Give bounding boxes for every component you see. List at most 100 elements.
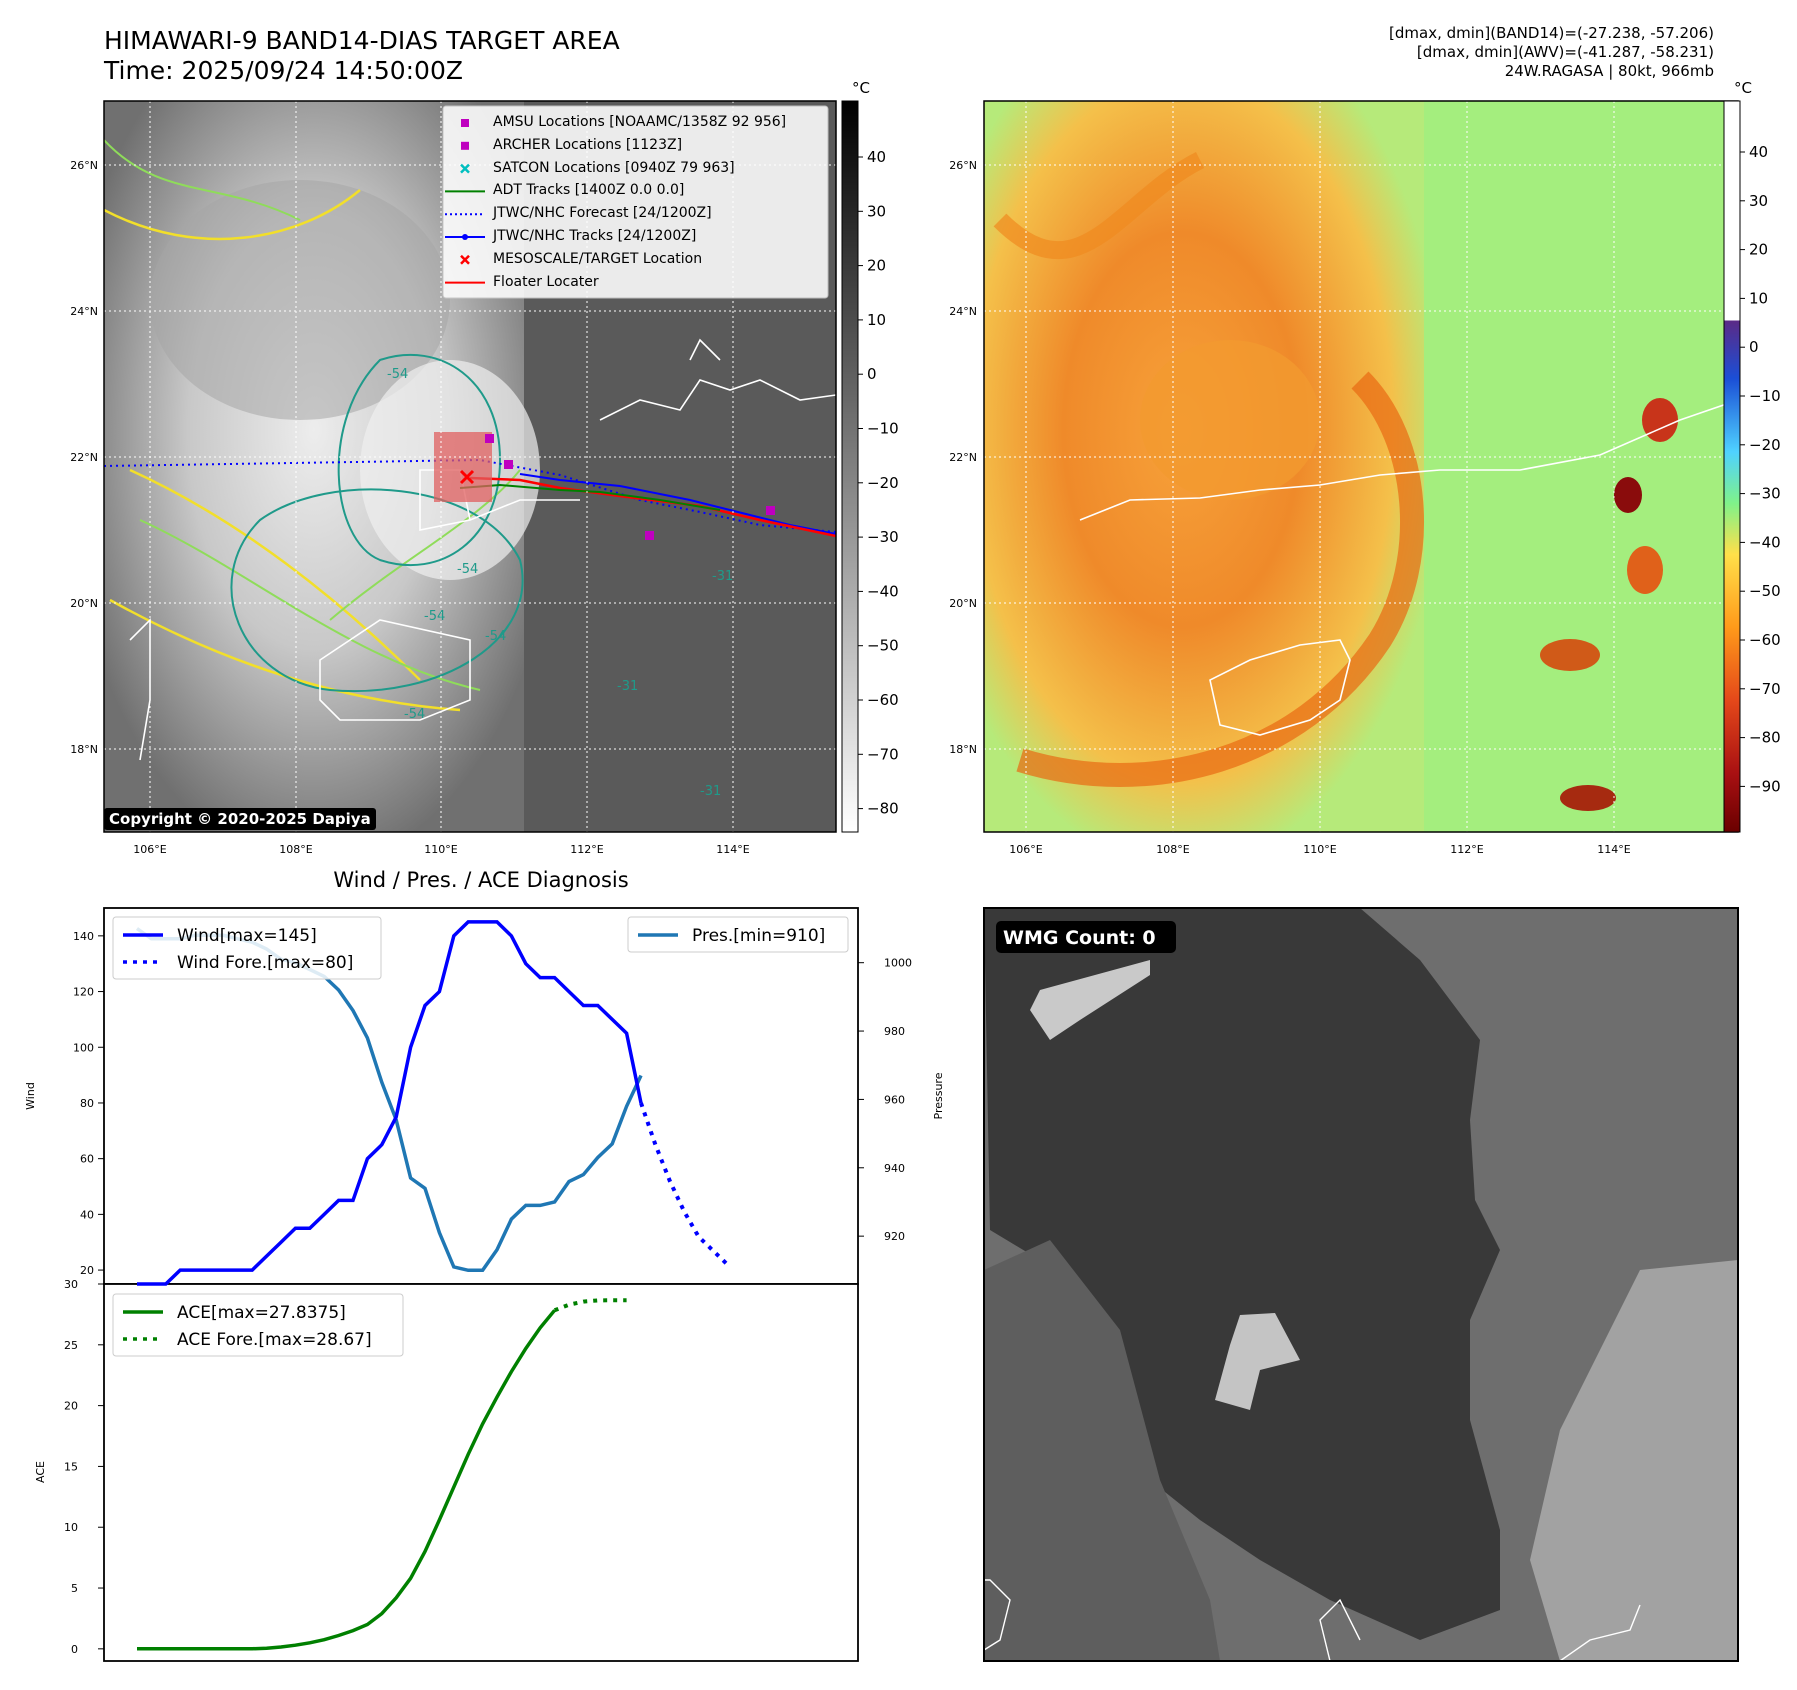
contour-label: -31 (617, 679, 638, 694)
title-line-2: Time: 2025/09/24 14:50:00Z (104, 56, 463, 85)
chart-legend-label: Wind[max=145] (177, 926, 317, 946)
lon-label: 114°E (716, 843, 749, 856)
lat-label: 26°N (70, 159, 98, 172)
colorbar-tick-label: −30 (1749, 485, 1781, 503)
left-legend-box (442, 105, 829, 299)
left-target-box (434, 432, 492, 502)
legend-marker (462, 234, 468, 240)
lat-label: 18°N (949, 743, 977, 756)
contour-label: -31 (712, 569, 733, 584)
chart-legend-box (627, 916, 849, 953)
right-gridlines (984, 101, 1738, 832)
pressure-tick-label: 980 (884, 1025, 905, 1038)
colorbar-tick-label: −70 (867, 745, 899, 763)
left-archer-marker-2 (645, 531, 654, 540)
colorbar-tick-label: −50 (1749, 582, 1781, 600)
lat-label: 24°N (70, 305, 98, 318)
pressure-tick-label: 920 (884, 1230, 905, 1243)
left-amsu-marker (485, 434, 494, 443)
legend-entry: ARCHER Locations [1123Z] (493, 136, 683, 153)
lon-label: 110°E (424, 843, 457, 856)
contour-label: -54 (457, 562, 478, 577)
right-warm-cell (1627, 546, 1663, 594)
colorbar-tick-label: 30 (867, 202, 886, 220)
map-tick-labels: 26°N 24°N 22°N 20°N 18°N 26°N 24°N 22°N 20°N 18°N… (70, 159, 1631, 856)
left-adt-track (459, 483, 721, 511)
chart-legend-label: Pres.[min=910] (692, 926, 825, 946)
contour-label: -54 (424, 609, 445, 624)
lat-label: 24°N (949, 305, 977, 318)
legend-entry: MESOSCALE/TARGET Location (493, 250, 703, 267)
legend-entry: JTWC/NHC Tracks [24/1200Z] (493, 228, 697, 244)
ace-forecast-line (553, 1298, 627, 1313)
wind-tick-label: 40 (80, 1208, 94, 1221)
colorbar-tick-label: 20 (1749, 241, 1768, 259)
left-jtwc-track (519, 473, 836, 535)
wmg-mid-region (984, 1240, 1220, 1661)
right-warm-cell (1614, 477, 1642, 513)
wmg-bright-patch (1030, 960, 1150, 1040)
right-colorbar-ticks: 40 30 20 10 0 −10 −20 −30 −40 −50 −60 −70 −80 −90 (1740, 143, 1781, 795)
left-coastline (129, 338, 836, 761)
chart-legend-label: ACE[max=27.8375] (177, 1303, 346, 1323)
wind-tick-label: 140 (73, 930, 94, 943)
colorbar-tick-label: 30 (1749, 192, 1768, 210)
pressure-tick-label: 940 (884, 1162, 905, 1175)
left-contour-yellow (104, 189, 461, 712)
colorbar-tick-label: 0 (1749, 338, 1759, 356)
left-archer-marker (504, 460, 513, 469)
lat-label: 22°N (949, 451, 977, 464)
ace-tick-label: 5 (71, 1582, 78, 1595)
lat-label: 22°N (70, 451, 98, 464)
header-right-line-3: 24W.RAGASA | 80kt, 966mb (1504, 62, 1714, 80)
ace-tick-label: 0 (71, 1643, 78, 1656)
left-floater-track (469, 476, 836, 538)
colorbar-tick-label: −70 (1749, 680, 1781, 698)
colorbar-tick-label: −40 (867, 582, 899, 600)
legend-entry: JTWC/NHC Forecast [24/1200Z] (493, 205, 712, 222)
wmg-light-region (1530, 1260, 1738, 1661)
left-colorbar-ticks: 40 30 20 10 0 −10 −20 −30 −40 −50 −60 −70 −80 (858, 148, 899, 818)
wind-axis-label: Wind (24, 1082, 37, 1110)
colorbar-tick-label: 40 (1749, 143, 1768, 161)
pressure-tick-label: 1000 (884, 957, 912, 970)
wmg-frame (983, 907, 1739, 1662)
colorbar-tick-label: 10 (867, 311, 886, 329)
left-contour-green (104, 139, 521, 691)
left-colorbar (841, 100, 859, 833)
wind-tick-label: 100 (73, 1041, 94, 1054)
colorbar-tick-label: 40 (867, 148, 886, 166)
wmg-panel (984, 908, 1738, 1661)
lat-label: 20°N (70, 597, 98, 610)
left-legend-markers (445, 119, 485, 284)
wind-tick-label: 20 (80, 1264, 94, 1277)
lon-label: 112°E (570, 843, 603, 856)
ace-tick-label: 25 (64, 1339, 78, 1352)
chart-legend-label: Wind Fore.[max=80] (177, 953, 353, 973)
colorbar-tick-label: 0 (867, 365, 877, 383)
colorbar-tick-label: 20 (867, 257, 886, 275)
colorbar-tick-label: −80 (1749, 729, 1781, 747)
contour-label: -54 (387, 367, 408, 382)
pressure-tick-label: 960 (884, 1093, 905, 1106)
left-contour-teal-inner (337, 354, 502, 566)
wmg-count-label: WMG Count: 0 (1003, 927, 1156, 949)
lon-label: 112°E (1450, 843, 1483, 856)
wind-line (137, 920, 643, 1286)
lon-label: 114°E (1597, 843, 1630, 856)
colorbar-tick-label: −10 (1749, 387, 1781, 405)
legend-marker (461, 119, 469, 127)
legend-marker (461, 141, 469, 150)
right-storm-core (1140, 340, 1320, 500)
lat-label: 20°N (949, 597, 977, 610)
left-mesoscale-marker (459, 469, 475, 485)
wind-tick-label: 80 (80, 1097, 94, 1110)
left-contour-labels: -54 -54 -54 -54 -54 -31 -31 -31 (387, 367, 733, 799)
wmg-dark-region (984, 908, 1500, 1640)
lat-label: 18°N (70, 743, 98, 756)
legend-entry: ADT Tracks [1400Z 0.0 0.0] (493, 182, 685, 199)
colorbar-tick-label: −90 (1749, 777, 1781, 795)
wmg-bright-patch (1215, 1313, 1300, 1410)
right-colorbar-unit: °C (1734, 79, 1752, 97)
right-warm-cell (1540, 639, 1600, 671)
